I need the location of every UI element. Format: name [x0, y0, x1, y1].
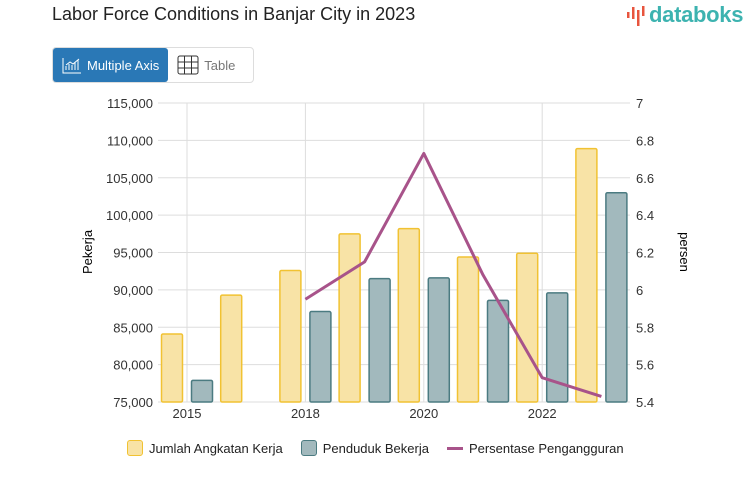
legend-label: Jumlah Angkatan Kerja — [149, 440, 283, 456]
bar-penduduk-bekerja — [309, 310, 332, 403]
bar-angkatan-kerja — [160, 333, 184, 403]
bar-penduduk-bekerja — [545, 292, 569, 403]
logo-text: databoks — [649, 2, 744, 27]
legend-swatch-yellow — [127, 440, 143, 456]
x-tick-label: 2020 — [409, 406, 438, 421]
tab-multiple-axis[interactable]: Multiple Axis — [53, 48, 169, 82]
bar-penduduk-bekerja — [190, 379, 214, 403]
legend-label: Persentase Pengangguran — [468, 440, 624, 456]
legend-item-angkatan-kerja[interactable]: Jumlah Angkatan Kerja — [127, 440, 283, 456]
bar-angkatan-kerja — [456, 256, 480, 403]
y-tick-label: 100,000 — [106, 208, 153, 223]
y2-tick-label: 7 — [636, 96, 643, 111]
legend-swatch-line — [446, 446, 463, 450]
y2-tick-label: 6.8 — [636, 133, 654, 148]
legend-item-penduduk-bekerja[interactable]: Penduduk Bekerja — [300, 440, 429, 456]
x-tick-label: 2022 — [528, 406, 557, 421]
y2-axis-label: persen — [677, 232, 692, 272]
x-tick-label: 2018 — [291, 406, 320, 421]
chart-title: Labor Force Conditions in Banjar City in… — [52, 4, 416, 24]
bar-angkatan-kerja — [279, 269, 302, 403]
y2-tick-label: 6.2 — [636, 246, 654, 261]
y2-tick-label: 6.6 — [636, 171, 654, 186]
y-tick-label: 110,000 — [107, 133, 153, 148]
y-axis-label: Pekerja — [80, 229, 95, 274]
bar-angkatan-kerja — [575, 147, 598, 403]
y-tick-label: 85,000 — [113, 320, 153, 335]
line-persentase-pengangguran — [304, 151, 602, 398]
y-tick-label: 95,000 — [113, 246, 153, 261]
tab-table[interactable]: Table — [168, 48, 244, 82]
x-tick-label: 2015 — [173, 406, 202, 421]
y2-tick-label: 5.6 — [636, 358, 654, 373]
y-tick-label: 115,000 — [107, 96, 153, 111]
tab-label: Multiple Axis — [87, 57, 160, 73]
y2-tick-label: 6 — [636, 283, 643, 298]
table-icon — [177, 55, 199, 75]
bar-penduduk-bekerja — [427, 277, 451, 403]
bar-angkatan-kerja — [397, 227, 421, 403]
chart-icon — [62, 58, 81, 74]
bar-angkatan-kerja — [515, 252, 539, 403]
databoks-logo: databoks — [625, 2, 743, 28]
tab-label: Table — [204, 57, 236, 73]
logo-bars-icon — [627, 6, 645, 26]
legend-item-pengangguran[interactable]: Persentase Pengangguran — [446, 440, 624, 456]
bar-penduduk-bekerja — [605, 191, 628, 403]
legend-swatch-teal — [300, 440, 317, 456]
view-tabs: Multiple Axis Table — [52, 47, 254, 83]
y-tick-label: 105,000 — [106, 171, 153, 186]
bar-angkatan-kerja — [219, 294, 243, 403]
legend-label: Penduduk Bekerja — [322, 440, 429, 456]
y2-tick-label: 5.4 — [636, 395, 654, 410]
y2-tick-label: 5.8 — [636, 320, 654, 335]
chart-area: 75,000 5.4 80,000 5.6 85,000 5.8 90,000 6 95,000… — [80, 96, 692, 421]
legend: Jumlah Angkatan Kerja Penduduk Bekerja P… — [127, 440, 624, 456]
y2-tick-label: 6.4 — [636, 208, 654, 223]
bar-penduduk-bekerja — [368, 277, 391, 403]
bar-angkatan-kerja — [338, 233, 361, 403]
y-tick-label: 75,000 — [113, 395, 153, 410]
y-tick-label: 80,000 — [113, 358, 153, 373]
y-tick-label: 90,000 — [113, 283, 153, 298]
